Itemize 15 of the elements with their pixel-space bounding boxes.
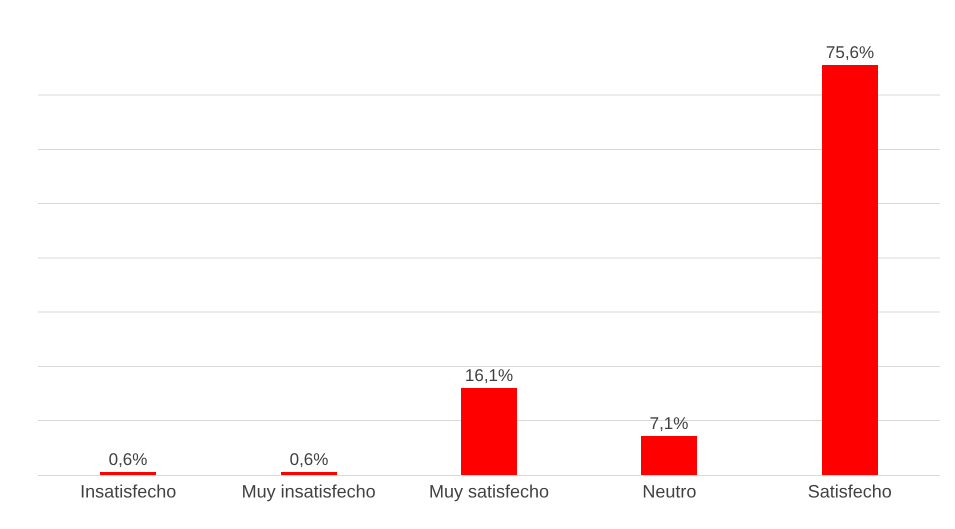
x-tick-label: Muy insatisfecho <box>242 482 376 502</box>
data-label: 7,1% <box>650 414 688 433</box>
x-tick-label: Insatisfecho <box>80 482 176 502</box>
bar <box>100 472 156 475</box>
data-label: 75,6% <box>826 43 874 62</box>
x-tick-label: Satisfecho <box>808 482 892 502</box>
bar <box>461 388 517 475</box>
data-label: 0,6% <box>108 450 148 469</box>
data-label: 16,1% <box>464 366 514 385</box>
bar <box>822 65 878 475</box>
bar <box>281 472 337 475</box>
bar <box>641 436 697 475</box>
x-tick-label: Muy satisfecho <box>428 482 550 502</box>
data-label: 0,6% <box>290 450 328 469</box>
x-tick-label: Neutro <box>642 482 696 502</box>
